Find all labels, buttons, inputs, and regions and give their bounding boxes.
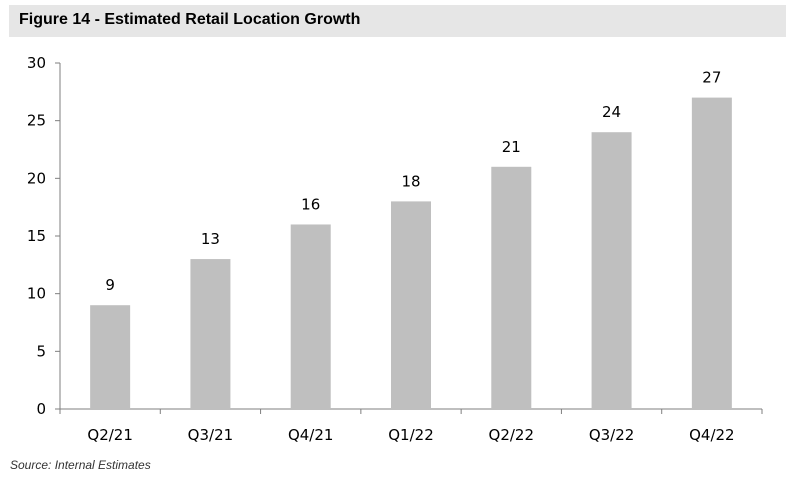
x-tick-label: Q3/21 bbox=[188, 426, 234, 444]
data-label: 9 bbox=[105, 276, 115, 294]
bar bbox=[691, 97, 732, 409]
x-tick-label: Q3/22 bbox=[589, 426, 635, 444]
y-tick-label: 10 bbox=[27, 285, 46, 303]
y-tick-label: 25 bbox=[27, 112, 46, 130]
bar bbox=[491, 166, 532, 409]
y-tick-label: 15 bbox=[27, 227, 46, 245]
data-label: 16 bbox=[301, 195, 320, 213]
x-tick-label: Q4/22 bbox=[689, 426, 735, 444]
y-tick-label: 30 bbox=[27, 54, 46, 72]
x-tick-label: Q4/21 bbox=[288, 426, 334, 444]
data-label: 21 bbox=[502, 138, 521, 156]
x-tick-label: Q2/22 bbox=[489, 426, 535, 444]
chart-title-bar: Figure 14 - Estimated Retail Location Gr… bbox=[9, 5, 786, 37]
x-tick-label: Q1/22 bbox=[388, 426, 434, 444]
bar bbox=[391, 201, 431, 409]
bar bbox=[290, 224, 331, 409]
data-label: 24 bbox=[602, 103, 621, 121]
data-label: 18 bbox=[401, 172, 420, 190]
y-tick-label: 20 bbox=[27, 169, 46, 187]
y-tick-label: 5 bbox=[36, 342, 46, 360]
y-tick-label: 0 bbox=[36, 400, 46, 418]
bar bbox=[190, 259, 231, 409]
source-note: Source: Internal Estimates bbox=[10, 458, 151, 472]
data-label: 13 bbox=[201, 230, 220, 248]
x-tick-label: Q2/21 bbox=[87, 426, 133, 444]
bar bbox=[90, 305, 131, 409]
data-label: 27 bbox=[702, 69, 721, 87]
bar bbox=[591, 132, 632, 409]
chart-title: Figure 14 - Estimated Retail Location Gr… bbox=[19, 11, 361, 28]
